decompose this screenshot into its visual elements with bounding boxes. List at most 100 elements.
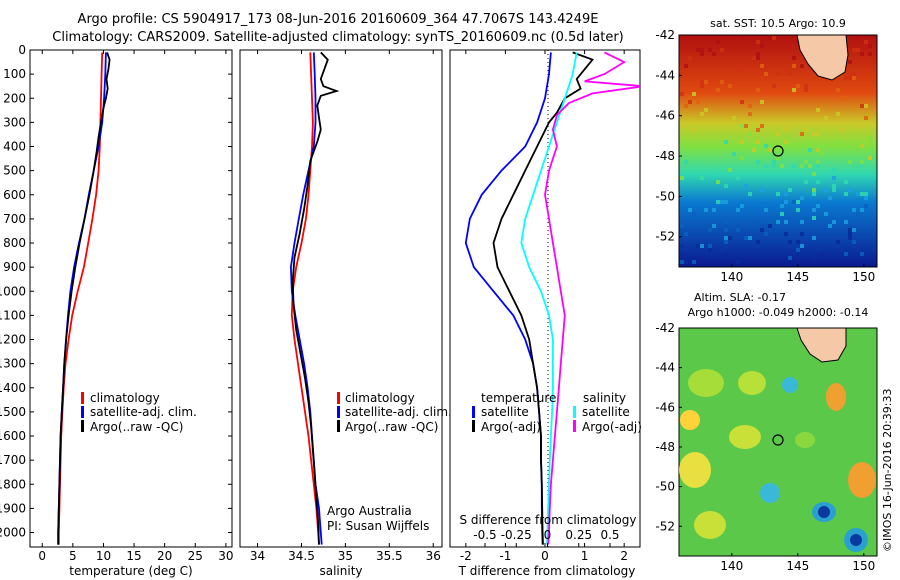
x-tick-label: -0.25	[501, 528, 532, 542]
sst-pixel	[784, 220, 788, 224]
sst-pixel	[700, 176, 704, 180]
sst-pixel	[736, 228, 740, 232]
y-tick-label: 400	[3, 140, 26, 154]
x-tick-label: 25	[188, 549, 203, 563]
x-tick-label: 140	[720, 270, 743, 284]
sst-pixel	[724, 236, 728, 240]
sst-pixel	[844, 192, 848, 196]
sst-pixel	[756, 216, 760, 220]
temperature-series	[57, 52, 111, 545]
sst-pixel	[840, 96, 844, 100]
y-tick-label: 0	[18, 43, 26, 57]
legend-label-climatology: climatology	[345, 391, 415, 405]
y-tick-label: 600	[3, 188, 26, 202]
sst-pixel	[740, 204, 744, 208]
sst-pixel	[792, 164, 796, 168]
temperature-x-label: temperature (deg C)	[69, 564, 192, 578]
sst-pixel	[864, 116, 868, 120]
sst-pixel	[684, 160, 688, 164]
sst-pixel	[836, 88, 840, 92]
sla-map-title: Altim. SLA: -0.17	[694, 291, 786, 304]
sst-pixel	[716, 200, 720, 204]
sst-pixel	[864, 196, 868, 200]
sla-blob	[760, 483, 780, 503]
series-line-satellite	[520, 52, 578, 545]
t-difference-label: T difference from climatology	[458, 564, 636, 578]
y-tick-label: -52	[655, 519, 675, 533]
sst-pixel	[748, 104, 752, 108]
sst-pixel	[784, 200, 788, 204]
sst-pixel	[720, 200, 724, 204]
legend-label-argo: Argo(..raw -QC)	[345, 420, 438, 434]
y-tick-label: 1000	[0, 284, 26, 298]
sst-pixel	[844, 180, 848, 184]
sst-pixel	[824, 188, 828, 192]
sst-pixel	[800, 244, 804, 248]
legend-label-t-satellite: satellite	[481, 405, 529, 419]
sst-pixel	[744, 184, 748, 188]
sst-pixel	[692, 260, 696, 264]
sst-pixel	[732, 116, 736, 120]
sst-pixel	[860, 160, 864, 164]
sst-pixel	[812, 192, 816, 196]
sst-pixel	[804, 160, 808, 164]
legend-swatch-climatology	[81, 392, 84, 404]
salinity-x-ticks: 34 34.5 35 35.5 36	[250, 50, 441, 563]
sst-pixel	[756, 88, 760, 92]
sst-pixel	[764, 232, 768, 236]
y-tick-label: 200	[3, 91, 26, 105]
sst-pixel	[776, 156, 780, 160]
series-line-argo-raw-qc-	[57, 52, 111, 545]
y-tick-label: -52	[655, 230, 675, 244]
sst-pixel	[800, 220, 804, 224]
y-tick-label: -46	[655, 109, 675, 123]
sst-map-ticks: 140 145 150 -42 -44 -46 -48 -50 -52	[655, 28, 875, 284]
sst-pixel	[680, 252, 684, 256]
sst-pixel	[832, 168, 836, 172]
sst-pixel	[860, 164, 864, 168]
sst-pixel	[748, 112, 752, 116]
sst-pixel	[864, 40, 868, 44]
salinity-series	[289, 51, 340, 545]
sst-pixel	[716, 40, 720, 44]
tasmania-coast	[796, 34, 849, 81]
sst-pixel	[684, 104, 688, 108]
legend-swatch-t-argo	[472, 420, 475, 432]
sst-pixel	[740, 124, 744, 128]
sst-pixel	[704, 208, 708, 212]
sst-pixel	[796, 248, 800, 252]
salinity-legend: climatology satellite-adj. clim. Argo(..…	[337, 391, 452, 434]
legend-title-salinity: salinity	[583, 391, 626, 405]
sst-pixel	[724, 228, 728, 232]
sst-pixel	[700, 112, 704, 116]
legend-swatch-satellite	[81, 406, 84, 418]
sst-pixel	[740, 68, 744, 72]
sla-blob	[694, 511, 726, 539]
credit-line2: PI: Susan Wijffels	[327, 519, 429, 533]
sst-pixel	[748, 236, 752, 240]
sla-map-subtitle: Argo h1000: -0.049 h2000: -0.14	[688, 306, 869, 319]
sst-pixel	[748, 192, 752, 196]
y-tick-label: 1100	[0, 308, 26, 322]
sst-pixel	[760, 100, 764, 104]
sst-pixel	[736, 176, 740, 180]
sst-pixel	[788, 188, 792, 192]
sst-pixel	[700, 48, 704, 52]
sla-blob	[826, 383, 846, 411]
sst-pixel	[712, 224, 716, 228]
y-tick-label: 800	[3, 236, 26, 250]
sla-blob	[795, 432, 815, 448]
sst-pixel	[744, 236, 748, 240]
sst-pixel	[812, 236, 816, 240]
sst-pixel	[836, 112, 840, 116]
sla-blob	[679, 452, 711, 488]
x-tick-label: 0.25	[565, 528, 592, 542]
sst-pixel	[848, 160, 852, 164]
x-tick-label: -2	[460, 549, 472, 563]
x-tick-label: 2	[620, 549, 628, 563]
sst-pixel	[816, 160, 820, 164]
sst-pixel	[848, 188, 852, 192]
sst-pixel	[684, 260, 688, 264]
sst-pixel	[820, 144, 824, 148]
